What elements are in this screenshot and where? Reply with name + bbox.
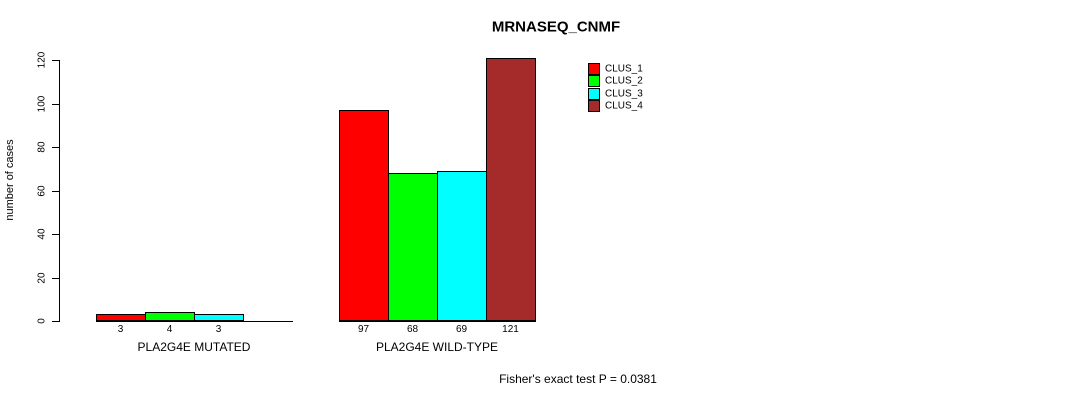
y-tick-label: 120 bbox=[36, 51, 48, 69]
bar-clus_1-group1 bbox=[96, 314, 146, 321]
legend-label-clus_2: CLUS_2 bbox=[605, 75, 643, 87]
bar-clus_2-group2 bbox=[388, 173, 438, 321]
y-tick-label: 0 bbox=[36, 318, 48, 324]
y-tick-label: 100 bbox=[36, 95, 48, 113]
chart-title: MRNASEQ_CNMF bbox=[491, 18, 621, 36]
legend-label-clus_4: CLUS_4 bbox=[605, 100, 643, 112]
legend-label-clus_3: CLUS_3 bbox=[605, 88, 643, 100]
y-tick-mark bbox=[52, 234, 59, 235]
y-tick-mark bbox=[52, 321, 59, 322]
y-tick-label: 20 bbox=[36, 272, 48, 284]
y-tick-mark bbox=[52, 191, 59, 192]
y-axis-label: number of cases bbox=[4, 139, 16, 221]
fisher-test-annotation: Fisher's exact test P = 0.0381 bbox=[499, 372, 657, 386]
bar-count-label: 4 bbox=[166, 324, 173, 335]
y-tick-mark bbox=[52, 278, 59, 279]
bar-count-label: 69 bbox=[455, 324, 468, 335]
x-category-label: PLA2G4E WILD-TYPE bbox=[375, 340, 499, 354]
group-baseline bbox=[96, 321, 293, 322]
bar-clus_3-group2 bbox=[437, 171, 487, 321]
x-category-label: PLA2G4E MUTATED bbox=[137, 340, 251, 354]
bar-clus_2-group1 bbox=[145, 312, 195, 321]
y-tick-label: 40 bbox=[36, 228, 48, 240]
bar-clus_3-group1 bbox=[194, 314, 244, 321]
legend-swatch-clus_2 bbox=[588, 75, 600, 88]
bar-clus_1-group2 bbox=[339, 110, 389, 321]
bar-count-label: 97 bbox=[357, 324, 370, 335]
bar-count-label: 121 bbox=[502, 324, 519, 335]
y-tick-label: 80 bbox=[36, 141, 48, 153]
legend-swatch-clus_4 bbox=[588, 99, 600, 112]
y-tick-mark bbox=[52, 147, 59, 148]
legend-label-clus_1: CLUS_1 bbox=[605, 63, 643, 75]
bar-count-label: 3 bbox=[117, 324, 124, 335]
group-baseline bbox=[339, 321, 536, 322]
y-tick-mark bbox=[52, 60, 59, 61]
y-tick-mark bbox=[52, 104, 59, 105]
bar-clus_4-group2 bbox=[486, 58, 536, 321]
bar-count-label: 68 bbox=[406, 324, 419, 335]
y-axis-line bbox=[59, 60, 60, 322]
legend-swatch-clus_1 bbox=[588, 63, 600, 75]
y-tick-label: 60 bbox=[36, 185, 48, 197]
legend-swatch-clus_3 bbox=[588, 87, 600, 100]
bar-count-label: 3 bbox=[215, 324, 222, 335]
